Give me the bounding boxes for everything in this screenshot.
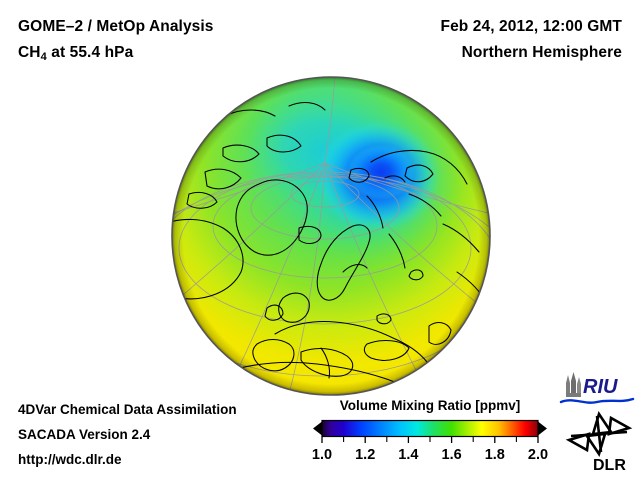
datetime-label: Feb 24, 2012, 12:00 GMT [440, 18, 622, 35]
colorbar-tick-label: 1.6 [441, 447, 462, 463]
species-subscript: 4 [40, 51, 47, 63]
dlr-mark-icon [565, 410, 633, 458]
species-level-label: CH4 at 55.4 hPa [18, 44, 134, 63]
colorbar-title: Volume Mixing Ratio [ppmv] [339, 398, 521, 413]
globe-field [172, 77, 490, 395]
version-label: SACADA Version 2.4 [18, 427, 151, 442]
dlr-logo: DLR [563, 410, 635, 474]
globe-map [171, 76, 491, 396]
riu-logo-svg: RIU [559, 372, 635, 404]
colorbar-gradient [321, 419, 539, 438]
species-suffix: at 55.4 hPa [46, 44, 134, 61]
colorbar-ticks [321, 436, 539, 443]
colorbar-tick-labels: 1.0 1.2 1.4 1.6 1.8 2.0 [306, 447, 554, 471]
colorbar-tick-label: 1.2 [355, 447, 376, 463]
riu-wordmark: RIU [583, 376, 618, 398]
cathedral-towers-icon [566, 372, 581, 397]
species-prefix: CH [18, 44, 41, 61]
globe-outline [171, 76, 491, 396]
colorbar-max-arrow [536, 420, 547, 437]
website-link[interactable]: http://wdc.dlr.de [18, 452, 122, 467]
riu-wave-icon [559, 397, 635, 404]
dlr-wordmark: DLR [593, 457, 626, 474]
colorbar-tick-label: 1.0 [311, 447, 333, 463]
colorbar-tick-label: 1.4 [398, 447, 419, 463]
riu-logo: RIU [559, 370, 635, 408]
colorbar-tick-label: 2.0 [527, 447, 549, 463]
colorbar-min-arrow [313, 420, 324, 437]
colorbar-scale [313, 419, 547, 443]
region-label: Northern Hemisphere [461, 44, 622, 61]
dlr-logo-svg: DLR [565, 410, 633, 474]
limb-shading [172, 77, 490, 395]
colorbar: Volume Mixing Ratio [ppmv] 1.0 1.2 1.4 1.6 1… [306, 398, 554, 474]
orthographic-globe-svg [171, 76, 491, 396]
page-title: GOME–2 / MetOp Analysis [18, 18, 214, 35]
method-label: 4DVar Chemical Data Assimilation [18, 402, 237, 417]
colorbar-tick-label: 1.8 [484, 447, 505, 463]
